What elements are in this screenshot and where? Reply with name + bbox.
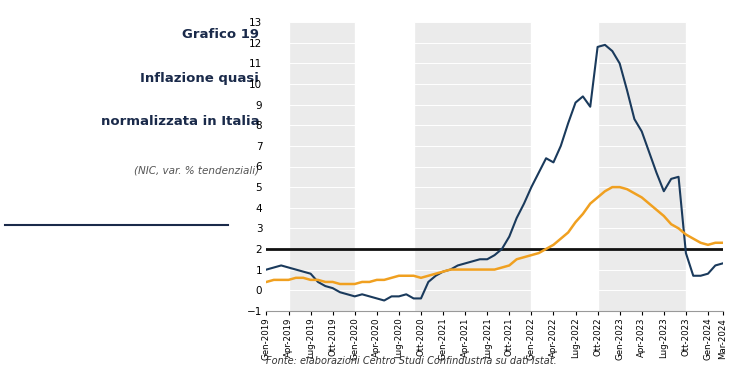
Bar <box>686 22 730 311</box>
Bar <box>266 22 288 311</box>
Text: Inflazione quasi: Inflazione quasi <box>140 72 259 85</box>
Bar <box>355 22 414 311</box>
Text: Fonte: elaborazioni Centro Studi Confindustria su dati Istat.: Fonte: elaborazioni Centro Studi Confind… <box>266 356 557 366</box>
Text: Grafico 19: Grafico 19 <box>182 28 259 41</box>
Text: normalizzata in Italia: normalizzata in Italia <box>101 115 259 128</box>
Bar <box>531 22 598 311</box>
Text: (NIC, var. % tendenziali): (NIC, var. % tendenziali) <box>134 165 259 175</box>
